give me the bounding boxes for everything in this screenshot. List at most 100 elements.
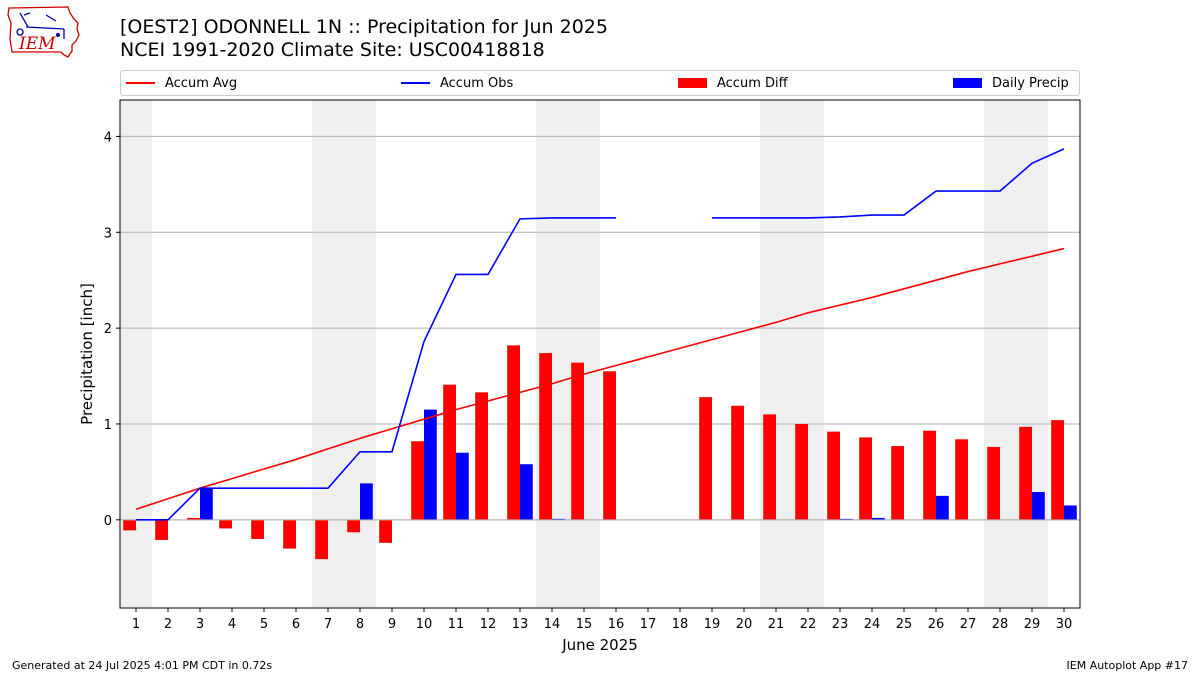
diff-bar-day-21	[763, 414, 776, 520]
y-tick-label-1: 1	[104, 418, 112, 433]
diff-bar-day-27	[955, 439, 968, 520]
bars	[120, 345, 1080, 560]
legend-label-accum-avg: Accum Avg	[165, 75, 238, 91]
daily-bar-day-10	[424, 409, 437, 520]
diff-bar-day-28	[987, 446, 1000, 520]
legend-swatch-daily-precip	[953, 78, 982, 88]
diff-bar-day-7	[315, 519, 328, 560]
x-tick-label-4: 4	[228, 617, 236, 632]
logo-text: IEM	[18, 34, 56, 54]
x-tick-label-23: 23	[832, 617, 849, 632]
x-tick-label-1: 1	[132, 617, 140, 632]
iem-logo: IEM	[7, 6, 80, 58]
y-tick-label-3: 3	[104, 226, 112, 241]
legend-label-accum-diff: Accum Diff	[717, 75, 788, 91]
iowa-state-outline-icon	[7, 6, 80, 58]
x-tick-label-11: 11	[448, 617, 465, 632]
legend-item-accum-obs: Accum Obs	[401, 71, 513, 95]
y-tick-label-2: 2	[104, 322, 112, 337]
x-tick-label-28: 28	[992, 617, 1009, 632]
daily-bar-day-8	[360, 483, 373, 520]
diff-bar-day-10	[411, 441, 424, 520]
y-axis-label: Precipitation [inch]	[78, 283, 96, 425]
x-tick-label-19: 19	[704, 617, 721, 632]
diff-bar-day-16	[603, 371, 616, 520]
x-tick-label-12: 12	[480, 617, 497, 632]
footer-app: IEM Autoplot App #17	[1066, 659, 1189, 672]
legend: Accum Avg Accum Obs Accum Diff Daily Pre…	[120, 70, 1080, 96]
x-tick-label-29: 29	[1024, 617, 1041, 632]
x-tick-label-21: 21	[768, 617, 785, 632]
legend-item-accum-diff: Accum Diff	[678, 71, 788, 95]
daily-bar-day-13	[520, 464, 533, 520]
diff-bar-day-23	[827, 431, 840, 520]
x-tick-label-5: 5	[260, 617, 268, 632]
footer-generated: Generated at 24 Jul 2025 4:01 PM CDT in …	[12, 659, 273, 672]
weekend-band-22	[792, 100, 824, 608]
diff-bar-day-5	[251, 519, 264, 539]
weekend-band-15	[568, 100, 600, 608]
daily-bar-day-3	[200, 488, 213, 520]
diff-bar-day-22	[795, 423, 808, 520]
x-tick-label-13: 13	[512, 617, 529, 632]
x-tick-label-6: 6	[292, 617, 300, 632]
lines	[135, 148, 1065, 521]
weekend-band-21	[760, 100, 792, 608]
x-tick-label-18: 18	[672, 617, 689, 632]
x-tick-label-27: 27	[960, 617, 977, 632]
chart-title: [OEST2] ODONNELL 1N :: Precipitation for…	[120, 16, 608, 38]
accum-obs-line-segment-1	[136, 217, 616, 521]
daily-bar-day-11	[456, 452, 469, 520]
y-tick-label-0: 0	[104, 514, 112, 529]
diff-bar-day-29	[1019, 426, 1032, 520]
daily-bar-day-26	[936, 495, 949, 520]
accum-obs-line-segment-2	[712, 148, 1065, 219]
x-tick-label-30: 30	[1056, 617, 1073, 632]
x-tick-label-16: 16	[608, 617, 625, 632]
diff-bar-day-24	[859, 437, 872, 520]
diff-bar-day-3	[187, 517, 200, 520]
x-tick-label-20: 20	[736, 617, 753, 632]
daily-bar-day-30	[1064, 505, 1077, 520]
legend-item-accum-avg: Accum Avg	[126, 71, 237, 95]
diff-bar-day-14	[539, 353, 552, 520]
weather-instruments-icon	[16, 12, 65, 39]
diff-bar-day-30	[1051, 420, 1064, 520]
x-tick-label-26: 26	[928, 617, 945, 632]
daily-bar-day-29	[1032, 492, 1045, 520]
legend-label-accum-obs: Accum Obs	[440, 75, 514, 91]
x-axis-label: June 2025	[561, 636, 638, 654]
diff-bar-day-4	[219, 519, 232, 529]
chart-subtitle: NCEI 1991-2020 Climate Site: USC00418818	[120, 39, 545, 61]
legend-label-daily-precip: Daily Precip	[992, 75, 1069, 91]
x-tick-label-8: 8	[356, 617, 364, 632]
diff-bar-day-9	[379, 519, 392, 543]
diff-bar-day-12	[475, 392, 488, 520]
x-tick-label-15: 15	[576, 617, 593, 632]
legend-swatch-accum-avg	[126, 82, 155, 84]
plot-frame	[119, 99, 1081, 609]
x-tick-label-9: 9	[388, 617, 396, 632]
diff-bar-day-20	[731, 405, 744, 520]
x-tick-label-24: 24	[864, 617, 881, 632]
diff-bar-day-26	[923, 430, 936, 520]
diff-bar-day-25	[891, 446, 904, 520]
diff-bar-day-11	[443, 384, 456, 520]
x-tick-label-10: 10	[416, 617, 433, 632]
diff-bar-day-15	[571, 362, 584, 520]
weekend-band-28	[984, 100, 1016, 608]
x-tick-label-7: 7	[324, 617, 332, 632]
x-tick-label-2: 2	[164, 617, 172, 632]
y-tick-label-4: 4	[104, 130, 112, 145]
accum-avg-line	[135, 247, 1065, 511]
x-tick-label-14: 14	[544, 617, 561, 632]
diff-bar-day-8	[347, 519, 360, 533]
weekend-band-29	[1016, 100, 1048, 608]
legend-swatch-accum-obs	[401, 82, 430, 84]
legend-swatch-accum-diff	[678, 78, 707, 88]
diff-bar-day-19	[699, 397, 712, 520]
weekend-band-1	[120, 100, 152, 608]
x-tick-label-17: 17	[640, 617, 657, 632]
diff-bar-day-1	[123, 519, 136, 531]
